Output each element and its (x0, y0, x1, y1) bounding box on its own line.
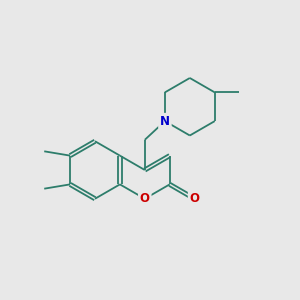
Text: N: N (160, 115, 170, 128)
Text: O: O (140, 192, 150, 205)
Text: O: O (190, 192, 200, 205)
